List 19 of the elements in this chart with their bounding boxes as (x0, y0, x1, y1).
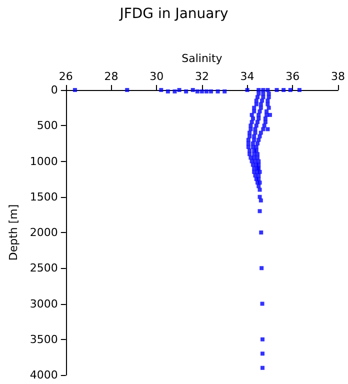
x-tick-label: 34 (240, 70, 254, 83)
x-axis-title: Salinity (182, 52, 223, 65)
y-tick-label: 2000 (30, 226, 58, 239)
y-tick-label: 4000 (30, 368, 58, 382)
y-tick-label: 3500 (30, 332, 58, 346)
y-tick-label: 500 (36, 119, 58, 132)
x-tick-label: 38 (331, 70, 345, 83)
y-tick-label: 1500 (30, 190, 58, 204)
x-tick-label: 26 (58, 70, 73, 83)
x-tick-label: 30 (150, 70, 164, 83)
x-tick-label: 32 (194, 70, 209, 83)
chart-title: JFDG in January (118, 6, 228, 22)
x-tick-label: 36 (286, 70, 300, 83)
y-axis-title: Depth [m] (7, 204, 20, 261)
y-tick-label: 3000 (30, 297, 58, 310)
y-tick-label: 2500 (30, 262, 58, 275)
x-tick-label: 28 (104, 70, 118, 83)
y-tick-label: 0 (50, 84, 58, 96)
y-tick-label: 1000 (30, 154, 58, 168)
